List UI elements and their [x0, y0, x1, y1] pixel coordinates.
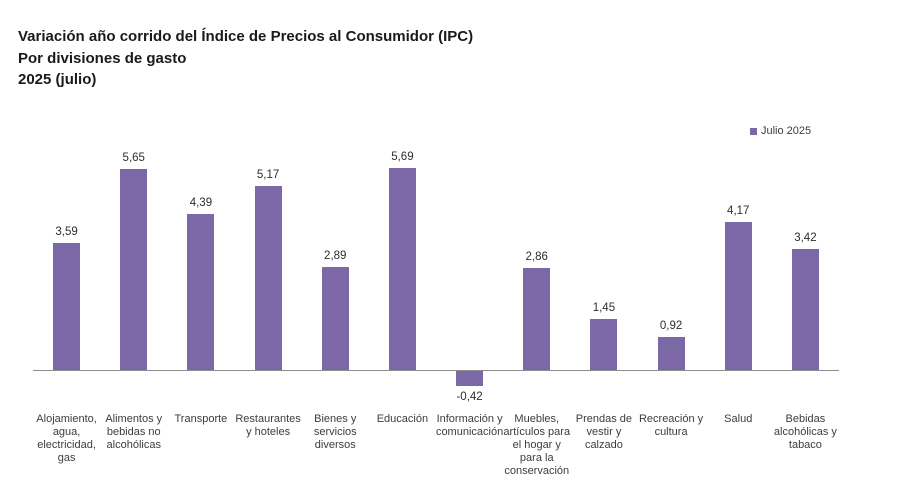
category-label-3: Restaurantes y hoteles — [235, 413, 301, 438]
bar-9 — [657, 337, 685, 370]
chart-title: Variación año corrido del Índice de Prec… — [18, 28, 474, 45]
bar-value-label-0: 3,59 — [55, 225, 78, 238]
category-label-0: Alojamiento, agua, electricidad, gas — [36, 413, 97, 464]
category-label-4: Bienes y servicios diversos — [313, 413, 357, 451]
category-label-8: Prendas de vestir y calzado — [575, 413, 633, 451]
category-label-1: Alimentos y bebidas no alcohólicas — [105, 413, 163, 451]
category-label-10: Salud — [724, 413, 753, 425]
category-label-5: Educación — [376, 413, 429, 425]
category-label-7: Muebles, artículos para el hogar y para … — [503, 413, 571, 477]
bar-value-label-3: 5,17 — [256, 169, 280, 182]
chart-period: 2025 (julio) — [18, 71, 97, 88]
bar-4 — [321, 267, 349, 370]
legend: Julio 2025 — [750, 125, 811, 137]
legend-series-marker-icon — [750, 127, 757, 135]
title-block: Variación año corrido del Índice de Prec… — [18, 26, 473, 91]
bar-11 — [791, 248, 819, 370]
bar-value-label-9: 0,92 — [659, 320, 683, 333]
bar-value-label-5: 5,69 — [391, 151, 414, 163]
legend-series-label: Julio 2025 — [761, 125, 812, 137]
category-label-6: Información y comunicación — [435, 413, 504, 438]
bar-6 — [456, 371, 484, 386]
bar-value-label-2: 4,39 — [189, 197, 213, 210]
bar-value-label-4: 2,89 — [324, 250, 347, 263]
category-label-11: Bebidas alcohólicas y tabaco — [773, 413, 837, 451]
bar-value-label-11: 3,42 — [794, 231, 817, 244]
chart-subtitle: Por divisiones de gasto — [18, 49, 187, 67]
bar-value-label-6: -0,42 — [456, 390, 483, 403]
bar-3 — [254, 186, 282, 370]
bar-2 — [187, 214, 215, 370]
category-label-9: Recreación y cultura — [638, 413, 704, 438]
bar-10 — [724, 221, 752, 370]
bar-value-label-1: 5,65 — [122, 152, 145, 165]
category-label-2: Transporte — [174, 413, 228, 425]
bar-7 — [523, 268, 551, 370]
bar-value-label-10: 4,17 — [727, 204, 750, 217]
bar-5 — [388, 168, 416, 370]
bar-1 — [120, 169, 148, 370]
bar-0 — [53, 242, 81, 370]
bar-value-label-8: 1,45 — [592, 301, 616, 314]
bar-8 — [590, 318, 618, 370]
bar-value-label-7: 2,86 — [525, 251, 548, 264]
x-axis-baseline — [33, 370, 839, 371]
